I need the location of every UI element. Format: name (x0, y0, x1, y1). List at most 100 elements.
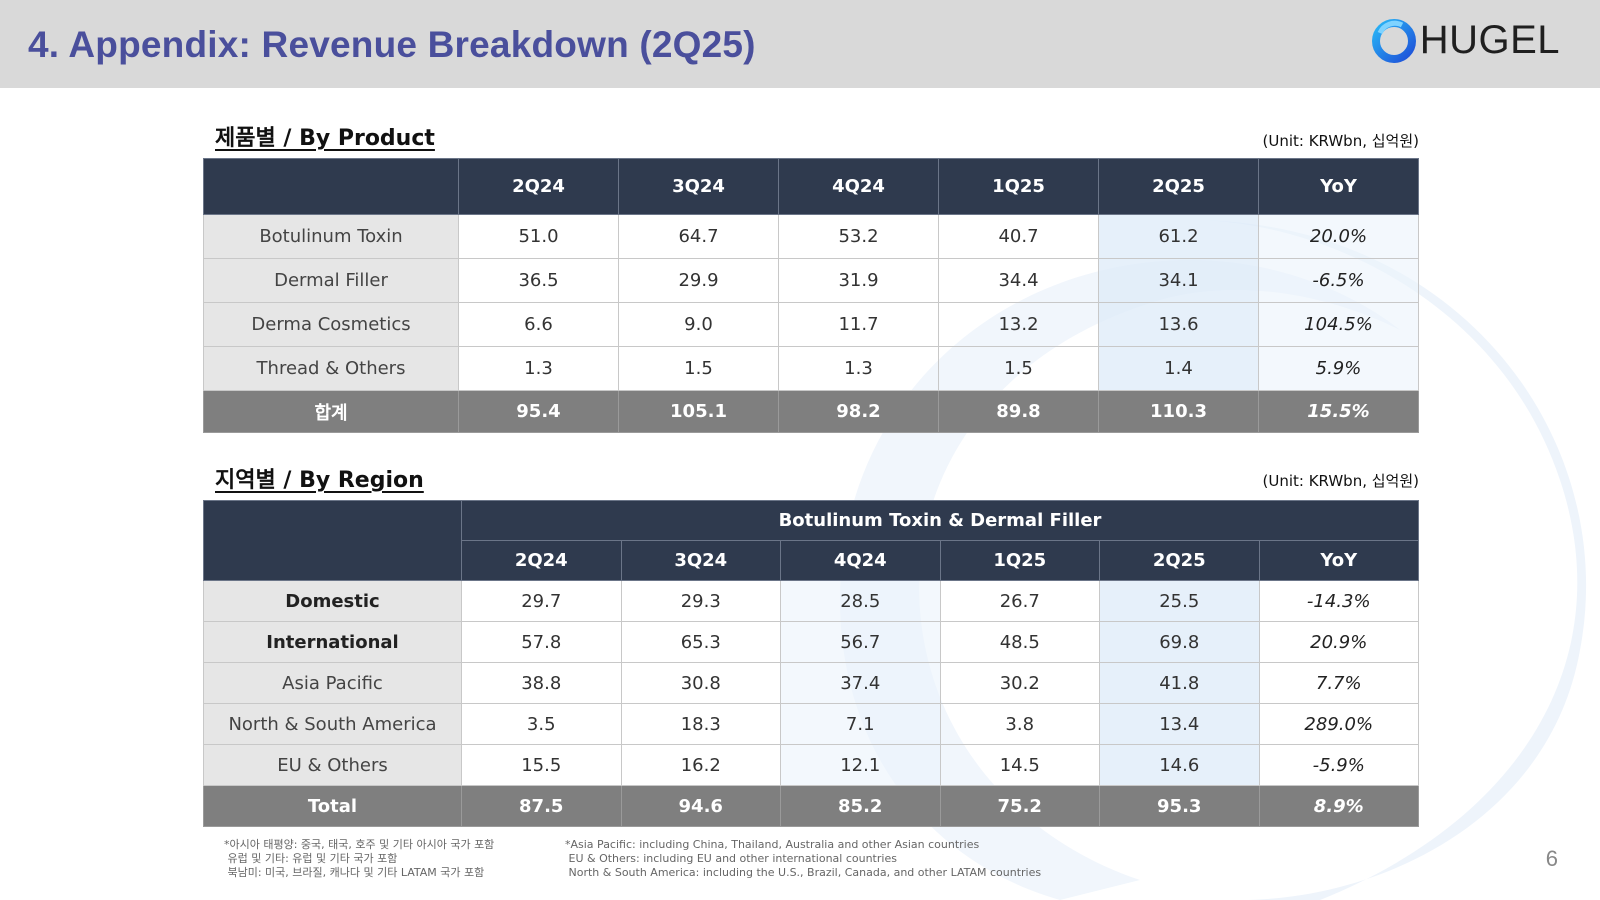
table-cell: 18.3 (620, 703, 781, 745)
table-row: North & South America 3.5 18.3 7.1 3.8 1… (203, 703, 1419, 745)
table-group-header-row: Botulinum Toxin & Dermal Filler (203, 500, 1419, 581)
row-label: Botulinum Toxin (203, 214, 459, 259)
total-cell: 89.8 (938, 390, 1099, 433)
table-row: EU & Others 15.5 16.2 12.1 14.5 14.6 -5.… (203, 744, 1419, 786)
slide-title: 4. Appendix: Revenue Breakdown (2Q25) (28, 24, 756, 65)
yoy-cell: 104.5% (1258, 302, 1419, 347)
table-cell: 31.9 (778, 258, 939, 303)
row-label: North & South America (203, 703, 462, 745)
product-revenue-table: 2Q24 3Q24 4Q24 1Q25 2Q25 YoY Botulinum T… (203, 158, 1419, 433)
column-header: 1Q25 (938, 158, 1099, 215)
total-yoy-cell: 15.5% (1258, 390, 1419, 433)
slide-header: 4. Appendix: Revenue Breakdown (2Q25) HU… (0, 0, 1600, 88)
yoy-cell: 289.0% (1258, 703, 1419, 745)
hugel-logo-icon (1371, 18, 1416, 63)
table-cell: 1.3 (458, 346, 619, 391)
total-cell: 75.2 (939, 785, 1100, 827)
column-header: 2Q25 (1099, 540, 1260, 581)
yoy-cell: 20.0% (1258, 214, 1419, 259)
table-cell: 61.2 (1098, 214, 1259, 259)
row-label: Derma Cosmetics (203, 302, 459, 347)
table-cell: 9.0 (618, 302, 779, 347)
table-cell: 1.3 (778, 346, 939, 391)
total-cell: 85.2 (780, 785, 941, 827)
table-row: Derma Cosmetics 6.6 9.0 11.7 13.2 13.6 1… (203, 302, 1419, 347)
group-header: Botulinum Toxin & Dermal Filler (461, 500, 1419, 541)
footnote-line: *아시아 태평양: 중국, 태국, 호주 및 기타 아시아 국가 포함 (224, 838, 495, 851)
table-cell: 48.5 (939, 621, 1100, 663)
yoy-cell: -5.9% (1258, 744, 1419, 786)
footnote-english: *Asia Pacific: including China, Thailand… (565, 838, 1041, 880)
footnote-line: 북남미: 미국, 브라질, 캐나다 및 기타 LATAM 국가 포함 (224, 866, 485, 879)
column-header: 1Q25 (939, 540, 1100, 581)
table-cell: 6.6 (458, 302, 619, 347)
table-cell: 3.5 (461, 703, 622, 745)
row-label: Asia Pacific (203, 662, 462, 704)
footnote-line: *Asia Pacific: including China, Thailand… (565, 838, 980, 851)
yoy-cell: -6.5% (1258, 258, 1419, 303)
table-row: International 57.8 65.3 56.7 48.5 69.8 2… (203, 621, 1419, 663)
corner-header-cell (203, 500, 462, 581)
footnote-line: EU & Others: including EU and other inte… (565, 852, 897, 865)
table-row: Domestic 29.7 29.3 28.5 26.7 25.5 -14.3% (203, 580, 1419, 622)
table-cell: 40.7 (938, 214, 1099, 259)
product-section-title: 제품별 / By Product (215, 126, 435, 151)
table-cell: 13.4 (1099, 703, 1260, 745)
table-cell: 64.7 (618, 214, 779, 259)
row-label: Domestic (203, 580, 462, 622)
table-cell: 16.2 (620, 744, 781, 786)
table-cell: 13.2 (938, 302, 1099, 347)
yoy-cell: 5.9% (1258, 346, 1419, 391)
footnote-line: North & South America: including the U.S… (565, 866, 1042, 879)
table-cell: 11.7 (778, 302, 939, 347)
table-cell: 3.8 (939, 703, 1100, 745)
column-header: YoY (1258, 158, 1419, 215)
table-cell: 34.1 (1098, 258, 1259, 303)
table-cell: 28.5 (780, 580, 941, 622)
row-label: Dermal Filler (203, 258, 459, 303)
total-row: 합계 95.4 105.1 98.2 89.8 110.3 15.5% (203, 390, 1419, 433)
table-cell: 38.8 (461, 662, 622, 704)
table-cell: 25.5 (1099, 580, 1260, 622)
total-cell: 95.3 (1099, 785, 1260, 827)
table-cell: 37.4 (780, 662, 941, 704)
page-number: 6 (1545, 846, 1558, 871)
column-header: 3Q24 (618, 158, 779, 215)
table-cell: 12.1 (780, 744, 941, 786)
table-cell: 30.8 (620, 662, 781, 704)
table-cell: 1.5 (618, 346, 779, 391)
region-unit-note: (Unit: KRWbn, 십억원) (1262, 472, 1419, 490)
table-cell: 65.3 (620, 621, 781, 663)
total-cell: 87.5 (461, 785, 622, 827)
row-label: EU & Others (203, 744, 462, 786)
column-header: 4Q24 (778, 158, 939, 215)
footnote-line: 유럽 및 기타: 유럽 및 기타 국가 포함 (224, 852, 398, 865)
table-cell: 29.7 (461, 580, 622, 622)
column-header: 4Q24 (780, 540, 941, 581)
total-cell: 94.6 (620, 785, 781, 827)
table-cell: 53.2 (778, 214, 939, 259)
column-header: YoY (1258, 540, 1419, 581)
column-header: 3Q24 (620, 540, 781, 581)
table-cell: 13.6 (1098, 302, 1259, 347)
yoy-cell: 7.7% (1258, 662, 1419, 704)
table-cell: 69.8 (1099, 621, 1260, 663)
table-cell: 26.7 (939, 580, 1100, 622)
table-header-row: 2Q24 3Q24 4Q24 1Q25 2Q25 YoY (204, 540, 1419, 581)
total-yoy-cell: 8.9% (1258, 785, 1419, 827)
logo-text: HUGEL (1419, 18, 1560, 62)
table-cell: 56.7 (780, 621, 941, 663)
column-header: 2Q25 (1098, 158, 1259, 215)
yoy-cell: -14.3% (1258, 580, 1419, 622)
footnote-korean: *아시아 태평양: 중국, 태국, 호주 및 기타 아시아 국가 포함 유럽 및… (224, 838, 494, 880)
table-row: Dermal Filler 36.5 29.9 31.9 34.4 34.1 -… (203, 258, 1419, 303)
column-header: 2Q24 (458, 158, 619, 215)
total-label: 합계 (203, 390, 459, 433)
table-cell: 36.5 (458, 258, 619, 303)
total-cell: 98.2 (778, 390, 939, 433)
table-cell: 7.1 (780, 703, 941, 745)
table-cell: 1.4 (1098, 346, 1259, 391)
table-cell: 30.2 (939, 662, 1100, 704)
table-cell: 15.5 (461, 744, 622, 786)
table-cell: 14.6 (1099, 744, 1260, 786)
